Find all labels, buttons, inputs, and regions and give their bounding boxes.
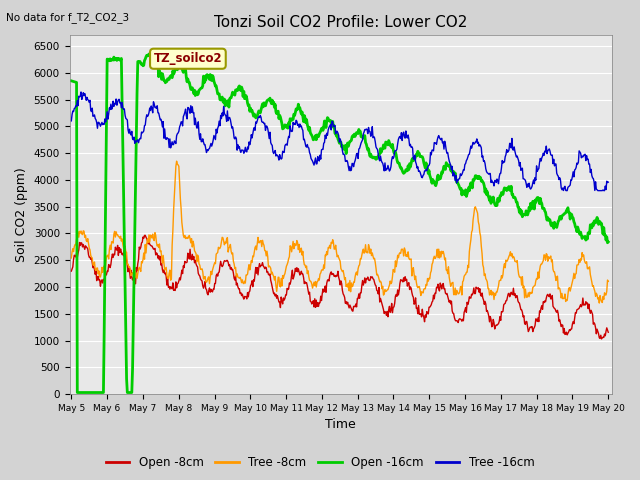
Tree -16cm bbox=[422, 168, 429, 174]
Tree -8cm bbox=[67, 255, 75, 261]
Legend: Open -8cm, Tree -8cm, Open -16cm, Tree -16cm: Open -8cm, Tree -8cm, Open -16cm, Tree -… bbox=[101, 452, 539, 474]
Tree -16cm bbox=[216, 123, 224, 129]
Tree -8cm bbox=[422, 286, 429, 292]
Open -8cm bbox=[598, 336, 605, 342]
Open -8cm bbox=[216, 263, 224, 269]
Line: Tree -16cm: Tree -16cm bbox=[71, 92, 608, 191]
Open -8cm bbox=[132, 264, 140, 270]
Open -16cm bbox=[67, 78, 75, 84]
Text: No data for f_T2_CO2_3: No data for f_T2_CO2_3 bbox=[6, 12, 129, 23]
Open -16cm bbox=[422, 160, 430, 166]
Tree -16cm bbox=[563, 188, 570, 193]
Open -8cm bbox=[604, 329, 612, 335]
Open -16cm bbox=[604, 239, 612, 245]
Line: Open -8cm: Open -8cm bbox=[71, 235, 608, 339]
Tree -16cm bbox=[406, 143, 413, 149]
Tree -16cm bbox=[67, 118, 75, 124]
Open -16cm bbox=[406, 164, 414, 170]
Tree -8cm bbox=[216, 245, 224, 251]
Tree -8cm bbox=[173, 158, 180, 164]
Tree -8cm bbox=[406, 257, 413, 263]
Open -16cm bbox=[145, 51, 153, 57]
Open -8cm bbox=[141, 232, 149, 238]
Y-axis label: Soil CO2 (ppm): Soil CO2 (ppm) bbox=[15, 168, 28, 262]
Tree -8cm bbox=[604, 278, 612, 284]
Open -16cm bbox=[74, 390, 81, 396]
Tree -16cm bbox=[604, 179, 612, 185]
Tree -8cm bbox=[188, 236, 195, 241]
Open -16cm bbox=[217, 97, 225, 103]
X-axis label: Time: Time bbox=[325, 419, 356, 432]
Open -16cm bbox=[133, 90, 141, 96]
Open -16cm bbox=[188, 85, 196, 91]
Open -8cm bbox=[67, 268, 75, 274]
Tree -16cm bbox=[133, 138, 141, 144]
Tree -8cm bbox=[132, 270, 140, 276]
Tree -16cm bbox=[78, 96, 86, 102]
Line: Tree -8cm: Tree -8cm bbox=[71, 161, 608, 303]
Title: Tonzi Soil CO2 Profile: Lower CO2: Tonzi Soil CO2 Profile: Lower CO2 bbox=[214, 15, 467, 30]
Text: TZ_soilco2: TZ_soilco2 bbox=[154, 52, 222, 65]
Open -8cm bbox=[422, 312, 429, 318]
Tree -8cm bbox=[595, 300, 603, 306]
Open -8cm bbox=[77, 240, 85, 246]
Tree -16cm bbox=[188, 109, 195, 115]
Tree -16cm bbox=[77, 89, 85, 95]
Open -16cm bbox=[78, 390, 86, 396]
Open -8cm bbox=[406, 287, 413, 292]
Line: Open -16cm: Open -16cm bbox=[71, 54, 608, 393]
Tree -8cm bbox=[77, 228, 85, 234]
Open -8cm bbox=[188, 257, 195, 263]
